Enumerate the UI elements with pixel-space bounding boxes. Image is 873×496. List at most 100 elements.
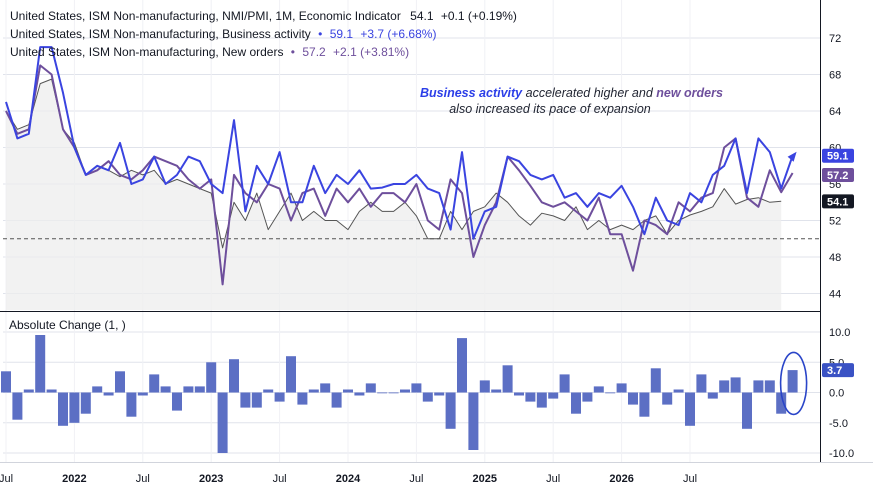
change-bar bbox=[388, 392, 399, 394]
legend-nmi-change: +0.1 (+0.19%) bbox=[440, 9, 517, 23]
badge-orders-bg bbox=[822, 168, 854, 183]
legend-nmi-name: United States, ISM Non-manufacturing, NM… bbox=[10, 9, 401, 23]
badge-orders: 57.2 bbox=[827, 170, 848, 182]
highlight-oval bbox=[779, 351, 808, 416]
badge-change-bg bbox=[822, 363, 854, 378]
change-bar bbox=[137, 392, 148, 396]
change-bar bbox=[103, 392, 114, 396]
change-bar bbox=[320, 383, 331, 393]
change-bar bbox=[69, 392, 80, 423]
annotation-mid: accelerated higher and bbox=[522, 86, 657, 100]
change-bar bbox=[365, 383, 376, 393]
change-bar bbox=[559, 374, 570, 393]
change-bar bbox=[172, 392, 182, 411]
change-bar bbox=[286, 356, 296, 393]
change-bar bbox=[571, 392, 581, 414]
change-bar bbox=[525, 392, 536, 402]
badge-nmi: 54.1 bbox=[827, 196, 848, 208]
change-bar bbox=[80, 392, 91, 414]
y-tick-label-main: 64 bbox=[829, 106, 841, 118]
change-bar bbox=[331, 392, 342, 408]
change-bar bbox=[274, 392, 285, 402]
nmi-line bbox=[5, 78, 782, 249]
change-bar bbox=[764, 380, 775, 393]
change-bar bbox=[183, 386, 194, 393]
y-tick-label-main: 48 bbox=[829, 252, 841, 264]
business-activity-line bbox=[5, 46, 794, 240]
change-bar bbox=[160, 386, 171, 393]
change-bar bbox=[685, 392, 695, 426]
change-bar bbox=[149, 374, 160, 393]
change-bar bbox=[354, 392, 365, 396]
x-tick-label: Jul bbox=[0, 473, 13, 485]
y-tick-label-main: 72 bbox=[829, 33, 841, 45]
change-bar bbox=[650, 368, 661, 393]
change-bar bbox=[468, 392, 479, 450]
change-bar bbox=[639, 392, 650, 417]
change-bar bbox=[479, 380, 490, 393]
change-bar bbox=[593, 386, 604, 393]
annotation-business: Business activity bbox=[420, 86, 523, 100]
change-bar bbox=[787, 370, 798, 393]
change-bar bbox=[696, 374, 707, 393]
change-bar bbox=[662, 392, 673, 405]
change-bar bbox=[229, 359, 239, 393]
badge-business-bg bbox=[822, 148, 854, 163]
x-tick-label: Jul bbox=[546, 473, 560, 485]
legend-orders-dot: • bbox=[290, 45, 295, 59]
change-bar bbox=[58, 392, 68, 426]
change-bar bbox=[206, 362, 217, 393]
change-bar bbox=[548, 392, 559, 399]
legend-orders-change: +2.1 (+3.81%) bbox=[333, 45, 410, 59]
business-arrowhead bbox=[787, 151, 797, 162]
legend-row-business[interactable]: United States, ISM Non-manufacturing, Bu… bbox=[10, 25, 517, 43]
legend-row-nmi[interactable]: United States, ISM Non-manufacturing, NM… bbox=[10, 7, 517, 25]
change-bar bbox=[434, 392, 445, 396]
x-tick-label: Jul bbox=[409, 473, 423, 485]
change-bar bbox=[92, 386, 103, 393]
badge-business: 59.1 bbox=[827, 151, 848, 163]
change-bar bbox=[377, 392, 388, 394]
legend-business-change: +3.7 (+6.68%) bbox=[360, 27, 437, 41]
change-bar bbox=[753, 380, 764, 393]
y-tick-label-main: 52 bbox=[829, 216, 841, 228]
x-tick-label: Jul bbox=[136, 473, 150, 485]
change-bar bbox=[12, 392, 23, 420]
change-bar bbox=[502, 365, 513, 393]
change-bar bbox=[194, 386, 205, 393]
change-bar bbox=[240, 392, 251, 408]
change-bar bbox=[514, 392, 524, 396]
change-bar bbox=[308, 389, 319, 393]
change-bar bbox=[1, 371, 11, 393]
change-bar bbox=[776, 392, 787, 414]
change-bar bbox=[616, 383, 627, 393]
change-bar bbox=[445, 392, 456, 429]
change-bar bbox=[115, 371, 125, 393]
legend-row-orders[interactable]: United States, ISM Non-manufacturing, Ne… bbox=[10, 43, 517, 61]
change-bar bbox=[217, 392, 228, 453]
legend-orders-value: 57.2 bbox=[302, 45, 326, 59]
change-bar bbox=[719, 380, 730, 393]
change-bar bbox=[343, 389, 353, 393]
change-bar bbox=[23, 389, 34, 393]
legend-business-name: United States, ISM Non-manufacturing, Bu… bbox=[10, 27, 311, 41]
change-bar bbox=[35, 335, 46, 393]
annotation-text: Business activity accelerated higher and… bbox=[420, 85, 740, 117]
change-bar bbox=[263, 389, 274, 393]
x-tick-label: 2024 bbox=[336, 473, 361, 485]
new-orders-line bbox=[5, 64, 794, 286]
change-bar bbox=[742, 392, 752, 429]
annotation-line2: also increased its pace of expansion bbox=[449, 102, 651, 116]
change-bar bbox=[536, 392, 547, 408]
y-tick-label-sub: 0.0 bbox=[829, 388, 844, 400]
legend-nmi-value: 54.1 bbox=[410, 9, 434, 23]
change-bar bbox=[126, 392, 137, 417]
nmi-area-fill bbox=[6, 79, 782, 310]
badge-change: 3.7 bbox=[827, 365, 842, 377]
legend-business-value: 59.1 bbox=[329, 27, 354, 41]
badge-nmi-bg bbox=[822, 194, 854, 209]
change-bar bbox=[297, 392, 308, 405]
annotation-orders: new orders bbox=[656, 86, 723, 100]
change-bar bbox=[457, 338, 467, 393]
change-bar bbox=[251, 392, 262, 408]
